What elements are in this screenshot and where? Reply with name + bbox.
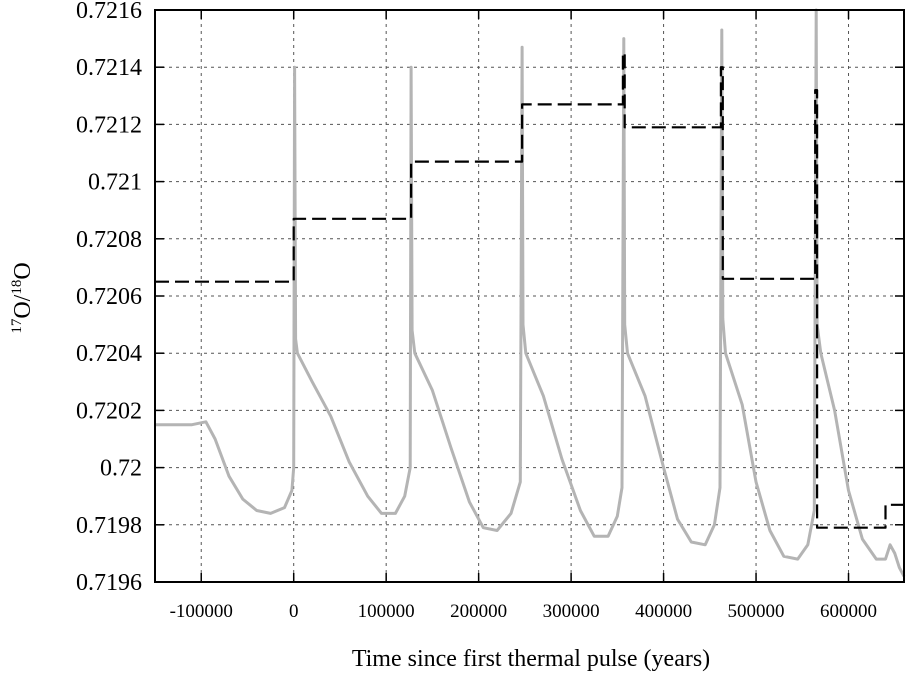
x-tick-label: 200000 [450, 601, 507, 622]
grid [155, 10, 904, 582]
x-tick-label: 600000 [820, 601, 877, 622]
y-axis-title-part1: O/ [10, 294, 36, 318]
x-tick-label: 500000 [728, 601, 785, 622]
y-tick-labels: 0.7196 0.7198 0.72 0.7202 0.7204 0.7206 0.7208… [76, 0, 142, 596]
series-line-dashed [155, 51, 904, 529]
series-layer [155, 8, 906, 578]
y-tick-label: 0.7198 [76, 513, 142, 539]
y-tick-label: 0.7212 [76, 112, 142, 138]
y-axis-title-sup2: 18 [9, 280, 25, 295]
y-tick-label: 0.7216 [76, 0, 142, 24]
ticks [155, 9, 904, 583]
x-tick-label: 100000 [358, 601, 415, 622]
y-tick-label: 0.7208 [76, 227, 142, 253]
y-tick-label: 0.7214 [76, 55, 142, 81]
y-axis-title: 17O/18O [9, 262, 36, 333]
y-tick-label: 0.7202 [76, 398, 142, 424]
x-tick-label: -100000 [170, 601, 233, 622]
y-tick-label: 0.72 [100, 456, 142, 482]
y-tick-label: 0.7206 [76, 284, 142, 310]
x-tick-labels: -100000 0 100000 200000 300000 400000 500000 60… [170, 601, 877, 622]
series-line-solid [155, 8, 906, 578]
y-tick-label: 0.721 [88, 170, 142, 196]
x-tick-label: 300000 [543, 601, 600, 622]
x-tick-label: 400000 [635, 601, 692, 622]
y-axis-title-part2: O [10, 262, 36, 279]
x-axis-title: Time since first thermal pulse (years) [352, 646, 710, 672]
x-tick-label: 0 [289, 601, 299, 622]
y-tick-label: 0.7204 [76, 341, 142, 367]
y-axis-title-sup1: 17 [9, 318, 25, 334]
y-tick-label: 0.7196 [76, 570, 142, 596]
